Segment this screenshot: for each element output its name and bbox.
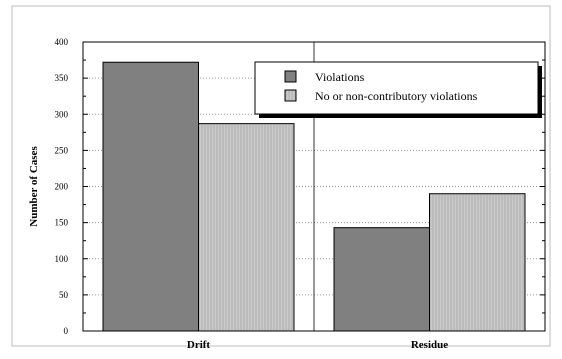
x-axis: Drift Residue bbox=[187, 339, 448, 351]
legend-swatch bbox=[284, 89, 297, 102]
y-tick-label: 300 bbox=[55, 109, 69, 119]
bar-non-contributory-drift bbox=[198, 123, 295, 332]
y-tick-label: 50 bbox=[59, 290, 69, 300]
legend-label: Violations bbox=[315, 70, 365, 84]
y-tick-label: 250 bbox=[55, 145, 69, 155]
y-tick-label: 400 bbox=[55, 37, 69, 47]
x-category-label: Residue bbox=[411, 339, 448, 351]
y-tick-label: 200 bbox=[55, 182, 69, 192]
legend: Violations No or non-contributory violati… bbox=[254, 61, 542, 118]
y-tick-label: 150 bbox=[55, 218, 69, 228]
y-axis-label: Number of Cases bbox=[28, 146, 40, 227]
legend-label: No or non-contributory violations bbox=[315, 89, 478, 103]
bar-violations-residue bbox=[333, 227, 430, 332]
y-axis: 0 50 100 150 200 250 300 350 400 bbox=[55, 37, 545, 336]
legend-swatch bbox=[284, 70, 297, 83]
bar-violations-drift bbox=[102, 61, 199, 332]
y-tick-label: 0 bbox=[64, 326, 69, 336]
bars bbox=[102, 61, 526, 332]
y-tick-label: 350 bbox=[55, 73, 69, 83]
x-category-label: Drift bbox=[187, 339, 211, 351]
bar-non-contributory-residue bbox=[429, 193, 526, 332]
y-tick-label: 100 bbox=[55, 254, 69, 264]
legend-box bbox=[254, 61, 539, 115]
